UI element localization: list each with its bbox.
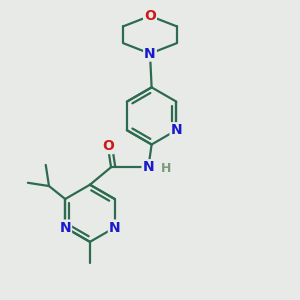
Text: N: N (109, 220, 121, 235)
Text: N: N (59, 220, 71, 235)
Text: O: O (102, 139, 114, 153)
Text: N: N (144, 46, 156, 61)
Text: N: N (142, 160, 154, 174)
Text: H: H (161, 162, 171, 175)
Text: N: N (170, 123, 182, 137)
Text: O: O (144, 9, 156, 23)
